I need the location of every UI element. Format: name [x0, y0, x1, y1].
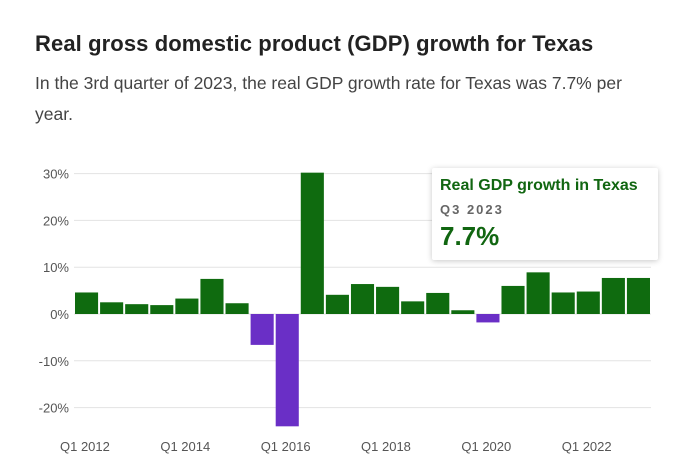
y-tick-label: -10% — [39, 354, 70, 369]
bar — [75, 292, 99, 314]
bar — [125, 304, 149, 314]
bar — [601, 277, 625, 314]
bar — [300, 172, 324, 314]
value-tooltip: Real GDP growth in Texas Q3 2023 7.7% — [432, 168, 658, 260]
bar — [551, 292, 575, 314]
bar — [626, 277, 650, 314]
y-tick-label: -20% — [39, 401, 70, 416]
chart-title: Real gross domestic product (GDP) growth… — [35, 31, 594, 56]
bar — [275, 314, 299, 427]
bar — [325, 294, 349, 314]
y-tick-label: 10% — [43, 260, 69, 275]
bar — [451, 310, 475, 314]
chart-subtitle: In the 3rd quarter of 2023, the real GDP… — [35, 73, 622, 124]
x-tick-label: Q1 2022 — [562, 439, 612, 454]
x-tick-label: Q1 2018 — [361, 439, 411, 454]
bar — [426, 292, 450, 314]
bar — [175, 298, 199, 314]
tooltip-value: 7.7% — [440, 221, 500, 251]
y-tick-label: 30% — [43, 167, 69, 182]
y-tick-label: 0% — [50, 307, 69, 322]
x-tick-label: Q1 2020 — [461, 439, 511, 454]
tooltip-period: Q3 2023 — [440, 202, 504, 217]
bar — [476, 314, 500, 323]
bar — [401, 301, 425, 314]
bar — [250, 314, 274, 345]
bar — [200, 278, 224, 314]
y-tick-label: 20% — [43, 213, 69, 228]
bar — [350, 284, 375, 314]
x-tick-label: Q1 2016 — [261, 439, 311, 454]
bar — [376, 286, 400, 314]
bar — [576, 291, 600, 314]
x-tick-label: Q1 2012 — [60, 439, 110, 454]
bar — [100, 302, 124, 314]
bar — [501, 285, 525, 314]
x-tick-label: Q1 2014 — [160, 439, 210, 454]
tooltip-label: Real GDP growth in Texas — [440, 177, 638, 194]
bar — [526, 272, 550, 314]
bar — [225, 303, 249, 314]
bar — [150, 305, 174, 314]
